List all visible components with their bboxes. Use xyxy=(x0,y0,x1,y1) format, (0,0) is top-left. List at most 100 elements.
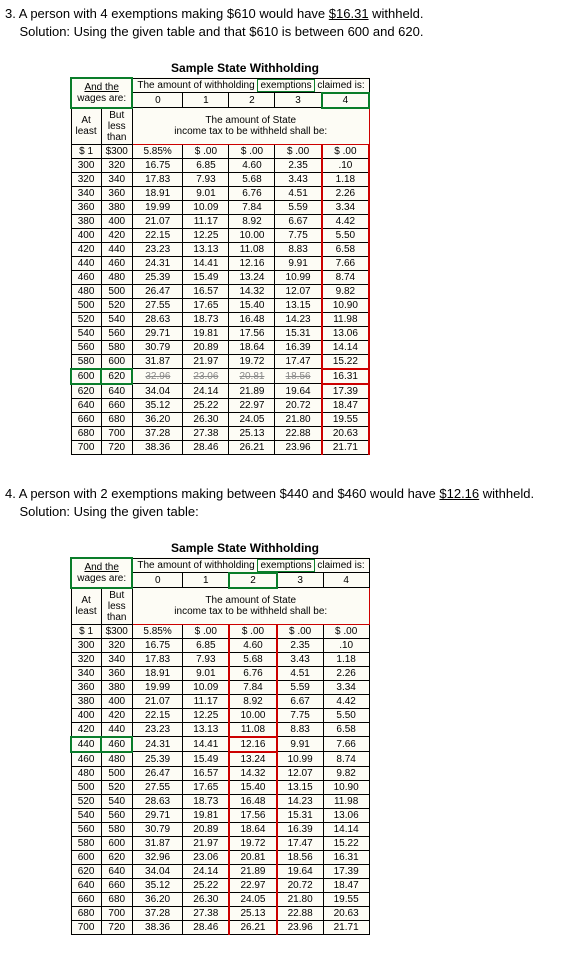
table-3: And thewages are:The amount of withholdi… xyxy=(70,77,583,455)
cell-580-3: 21.97 xyxy=(183,354,229,369)
cell-400-4: 10.00 xyxy=(229,228,275,242)
cell-360-6: 3.34 xyxy=(323,680,369,694)
cell-380-5: 6.67 xyxy=(275,214,322,228)
cell-520-6: 11.98 xyxy=(323,794,369,808)
cell-320-4: 5.68 xyxy=(229,172,275,186)
cell-500-6: 10.90 xyxy=(323,780,369,794)
cell-560-5: 16.39 xyxy=(275,340,322,354)
cell-340-0: 340 xyxy=(71,186,101,200)
cell-420-4: 11.08 xyxy=(229,242,275,256)
cell-700-0: 700 xyxy=(71,920,101,934)
subheader: The amount of Stateincome tax to be with… xyxy=(132,588,369,625)
cell-460-1: 480 xyxy=(101,752,132,767)
cell-380-3: 11.17 xyxy=(183,694,230,708)
cell-520-0: 520 xyxy=(71,312,101,326)
sub-at: Atleast xyxy=(71,108,101,145)
cell-480-0: 480 xyxy=(71,284,101,298)
cell-340-4: 6.76 xyxy=(229,186,275,200)
cell-540-2: 29.71 xyxy=(132,326,183,340)
cell-400-3: 12.25 xyxy=(183,708,230,722)
cell-500-4: 15.40 xyxy=(229,780,276,794)
cell-620-1: 640 xyxy=(101,384,132,399)
cell-600-0: 600 xyxy=(71,850,101,864)
fr-6: $ .00 xyxy=(323,624,369,638)
cell-300-0: 300 xyxy=(71,158,101,172)
cell-440-1: 460 xyxy=(101,256,132,270)
cell-680-3: 27.38 xyxy=(183,906,230,920)
cell-580-0: 580 xyxy=(71,354,101,369)
cell-440-3: 14.41 xyxy=(183,256,229,270)
cell-440-2: 24.31 xyxy=(132,256,183,270)
cell-420-2: 23.23 xyxy=(132,722,182,737)
cell-500-1: 520 xyxy=(101,780,132,794)
problem-3: 3. A person with 4 exemptions making $61… xyxy=(5,5,583,455)
cell-480-3: 16.57 xyxy=(183,766,230,780)
cell-620-0: 620 xyxy=(71,384,101,399)
cell-600-1: 620 xyxy=(101,369,132,384)
cell-660-2: 36.20 xyxy=(132,892,182,906)
cell-560-6: 14.14 xyxy=(323,822,369,836)
cell-500-2: 27.55 xyxy=(132,298,183,312)
cell-520-4: 16.48 xyxy=(229,312,275,326)
cell-460-4: 13.24 xyxy=(229,752,276,767)
cell-340-6: 2.26 xyxy=(323,666,369,680)
col-header-3: 3 xyxy=(275,93,322,108)
cell-320-5: 3.43 xyxy=(275,172,322,186)
cell-660-1: 680 xyxy=(101,892,132,906)
cell-620-1: 640 xyxy=(101,864,132,878)
cell-320-6: 1.18 xyxy=(322,172,369,186)
cell-560-0: 560 xyxy=(71,822,101,836)
cell-560-3: 20.89 xyxy=(183,340,229,354)
cell-480-5: 12.07 xyxy=(275,284,322,298)
cell-540-1: 560 xyxy=(101,808,132,822)
cell-320-0: 320 xyxy=(71,172,101,186)
cell-320-5: 3.43 xyxy=(277,652,324,666)
cell-480-2: 26.47 xyxy=(132,766,182,780)
cell-680-5: 22.88 xyxy=(277,906,324,920)
cell-580-1: 600 xyxy=(101,354,132,369)
fr-1: $300 xyxy=(101,144,132,158)
cell-540-5: 15.31 xyxy=(275,326,322,340)
cell-520-2: 28.63 xyxy=(132,794,182,808)
cell-480-5: 12.07 xyxy=(277,766,324,780)
cell-340-4: 6.76 xyxy=(229,666,276,680)
cell-700-5: 23.96 xyxy=(275,440,322,454)
sub-but: Butlessthan xyxy=(101,588,132,625)
col-header-1: 1 xyxy=(183,573,230,588)
cell-440-0: 440 xyxy=(71,737,101,752)
cell-460-6: 8.74 xyxy=(322,270,369,284)
cell-420-3: 13.13 xyxy=(183,242,229,256)
cell-540-4: 17.56 xyxy=(229,808,276,822)
cell-300-5: 2.35 xyxy=(277,638,324,652)
cell-360-5: 5.59 xyxy=(275,200,322,214)
fr-3: $ .00 xyxy=(183,144,229,158)
fr-2: 5.85% xyxy=(132,144,183,158)
cell-440-5: 9.91 xyxy=(277,737,324,752)
cell-680-5: 22.88 xyxy=(275,426,322,440)
cell-620-2: 34.04 xyxy=(132,864,182,878)
cell-300-3: 6.85 xyxy=(183,638,230,652)
cell-700-1: 720 xyxy=(101,440,132,454)
cell-660-3: 26.30 xyxy=(183,892,230,906)
cell-300-2: 16.75 xyxy=(132,638,182,652)
cell-420-2: 23.23 xyxy=(132,242,183,256)
cell-580-1: 600 xyxy=(101,836,132,850)
cell-300-6: .10 xyxy=(323,638,369,652)
col-header-4: 4 xyxy=(323,573,369,588)
cell-420-4: 11.08 xyxy=(229,722,276,737)
table-4-title: Sample State Withholding xyxy=(70,541,420,555)
cell-400-1: 420 xyxy=(101,708,132,722)
p4-t1: A person with 2 exemptions making betwee… xyxy=(19,486,440,501)
cell-540-3: 19.81 xyxy=(183,808,230,822)
cell-620-5: 19.64 xyxy=(277,864,324,878)
cell-380-4: 8.92 xyxy=(229,694,276,708)
cell-620-0: 620 xyxy=(71,864,101,878)
cell-300-1: 320 xyxy=(101,638,132,652)
cell-580-2: 31.87 xyxy=(132,354,183,369)
cell-320-1: 340 xyxy=(101,172,132,186)
cell-400-5: 7.75 xyxy=(277,708,324,722)
fr-0: $ 1 xyxy=(71,144,101,158)
cell-600-2: 32.96 xyxy=(132,850,182,864)
cell-380-5: 6.67 xyxy=(277,694,324,708)
cell-440-3: 14.41 xyxy=(183,737,230,752)
